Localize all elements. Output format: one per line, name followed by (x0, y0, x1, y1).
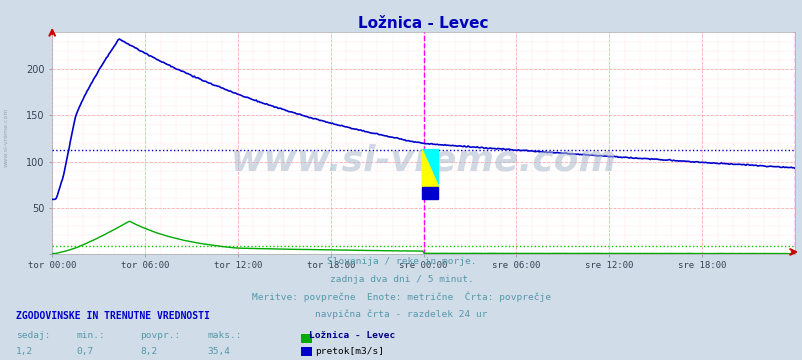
Text: min.:: min.: (76, 332, 105, 341)
Text: navpična črta - razdelek 24 ur: navpična črta - razdelek 24 ur (315, 309, 487, 319)
Text: pretok[m3/s]: pretok[m3/s] (315, 347, 384, 356)
Text: 0,7: 0,7 (76, 347, 93, 356)
Text: www.si-vreme.com: www.si-vreme.com (230, 144, 616, 178)
Text: 8,2: 8,2 (140, 347, 157, 356)
Text: zadnja dva dni / 5 minut.: zadnja dva dni / 5 minut. (329, 275, 473, 284)
Text: sedaj:: sedaj: (16, 332, 51, 341)
Polygon shape (422, 149, 438, 186)
Text: Slovenija / reke in morje.: Slovenija / reke in morje. (326, 257, 476, 266)
Text: maks.:: maks.: (207, 332, 241, 341)
Polygon shape (422, 149, 438, 186)
Bar (422, 187, 438, 199)
Text: povpr.:: povpr.: (140, 332, 180, 341)
Text: 1,2: 1,2 (16, 347, 33, 356)
Text: Ložnica - Levec: Ložnica - Levec (309, 332, 395, 341)
Text: www.si-vreme.com: www.si-vreme.com (4, 107, 9, 167)
Text: 35,4: 35,4 (207, 347, 230, 356)
Text: ZGODOVINSKE IN TRENUTNE VREDNOSTI: ZGODOVINSKE IN TRENUTNE VREDNOSTI (16, 311, 209, 321)
Title: Ložnica - Levec: Ložnica - Levec (358, 16, 488, 31)
Text: Meritve: povprečne  Enote: metrične  Črta: povprečje: Meritve: povprečne Enote: metrične Črta:… (252, 292, 550, 302)
